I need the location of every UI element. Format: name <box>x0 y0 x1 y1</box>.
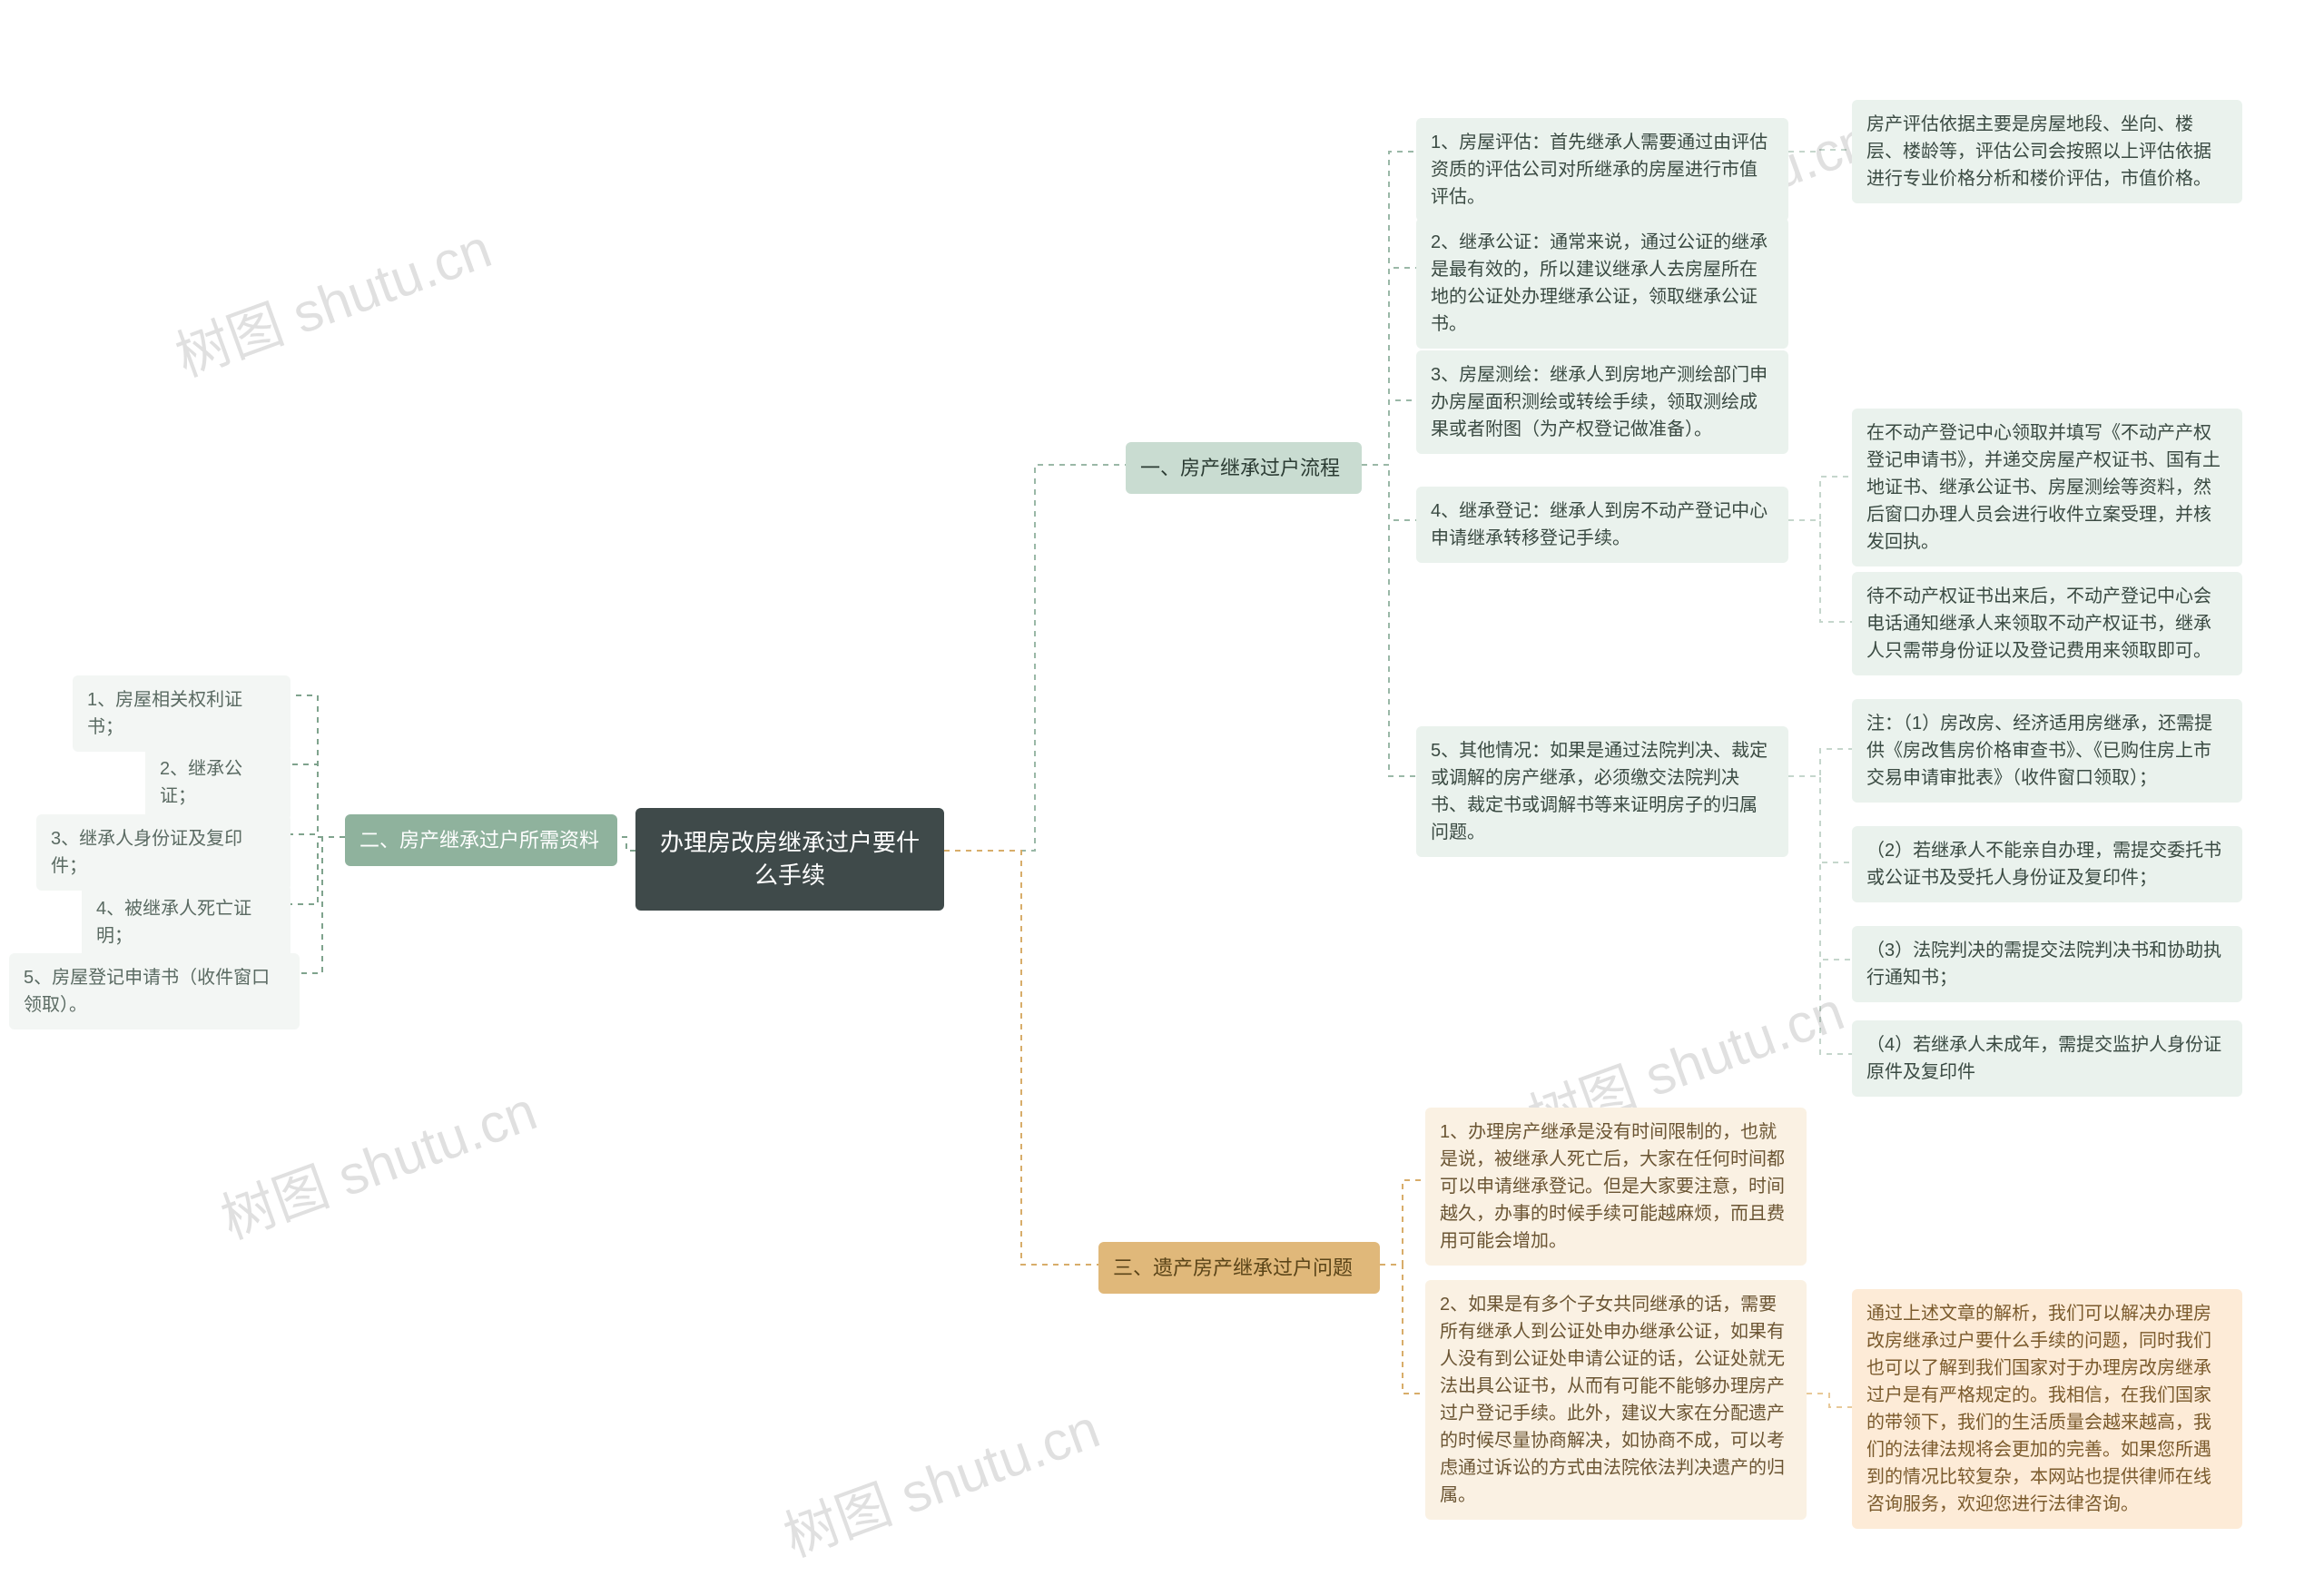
watermark: 树图 shutu.cn <box>209 1068 546 1255</box>
b1-item-0-sub-0: 房产评估依据主要是房屋地段、坐向、楼层、楼龄等，评估公司会按照以上评估依据进行专… <box>1852 100 2242 203</box>
center-node: 办理房改房继承过户要什 么手续 <box>635 808 944 911</box>
b3-item-1: 2、如果是有多个子女共同继承的话，需要所有继承人到公证处申办继承公证，如果有人没… <box>1425 1280 1807 1520</box>
b1-item-3: 4、继承登记：继承人到房不动产登记中心申请继承转移登记手续。 <box>1416 487 1788 563</box>
b3-item-0: 1、办理房产继承是没有时间限制的，也就是说，被继承人死亡后，大家在任何时间都可以… <box>1425 1108 1807 1266</box>
b1-item-4-sub-1: （2）若继承人不能亲自办理，需提交委托书或公证书及受托人身份证及复印件； <box>1852 826 2242 902</box>
b1-item-3-sub-1: 待不动产权证书出来后，不动产登记中心会电话通知继承人来领取不动产权证书，继承人只… <box>1852 572 2242 675</box>
b3-item-1-sub-0: 通过上述文章的解析，我们可以解决办理房改房继承过户要什么手续的问题，同时我们也可… <box>1852 1289 2242 1529</box>
branch-3: 三、遗产房产继承过户问题 <box>1098 1242 1380 1294</box>
branch-2: 二、房产继承过户所需资料 <box>345 814 617 866</box>
center-line1: 办理房改房继承过户要什 <box>657 826 922 859</box>
watermark: 树图 shutu.cn <box>163 205 500 392</box>
b2-item-2: 3、继承人身份证及复印件； <box>36 814 290 891</box>
b2-item-4: 5、房屋登记申请书（收件窗口领取）。 <box>9 953 300 1029</box>
b2-item-1: 2、继承公证； <box>145 744 290 821</box>
b2-item-3: 4、被继承人死亡证明； <box>82 884 290 960</box>
center-line2: 么手续 <box>657 859 922 892</box>
b1-item-4-sub-3: （4）若继承人未成年，需提交监护人身份证原件及复印件 <box>1852 1020 2242 1097</box>
b1-item-1: 2、继承公证：通常来说，通过公证的继承是最有效的，所以建议继承人去房屋所在地的公… <box>1416 218 1788 349</box>
watermark: 树图 shutu.cn <box>772 1385 1108 1572</box>
b1-item-0: 1、房屋评估：首先继承人需要通过由评估资质的评估公司对所继承的房屋进行市值评估。 <box>1416 118 1788 222</box>
b2-item-0: 1、房屋相关权利证书； <box>73 675 290 752</box>
b1-item-3-sub-0: 在不动产登记中心领取并填写《不动产产权登记申请书》，并递交房屋产权证书、国有土地… <box>1852 409 2242 566</box>
branch-1: 一、房产继承过户流程 <box>1126 442 1362 494</box>
b1-item-2: 3、房屋测绘：继承人到房地产测绘部门申办房屋面积测绘或转绘手续，领取测绘成果或者… <box>1416 350 1788 454</box>
b1-item-4-sub-0: 注：（1）房改房、经济适用房继承，还需提供《房改售房价格审查书》、《已购住房上市… <box>1852 699 2242 803</box>
b1-item-4: 5、其他情况：如果是通过法院判决、裁定或调解的房产继承，必须缴交法院判决书、裁定… <box>1416 726 1788 857</box>
b1-item-4-sub-2: （3）法院判决的需提交法院判决书和协助执行通知书； <box>1852 926 2242 1002</box>
